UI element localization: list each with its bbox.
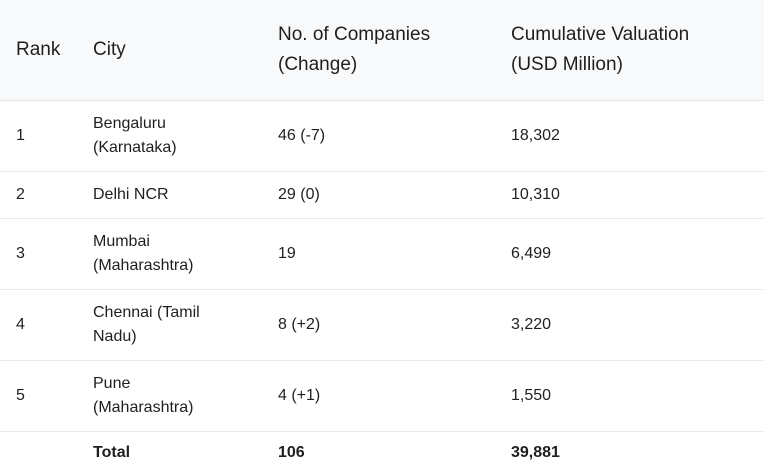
cell-city: Chennai (Tamil Nadu) <box>76 289 261 361</box>
cell-valuation: 3,220 <box>494 289 764 361</box>
table-body: 1 Bengaluru (Karnataka) 46 (-7) 18,302 2… <box>0 100 764 474</box>
header-valuation: Cumulative Valuation (USD Million) <box>494 0 764 101</box>
table-row: 4 Chennai (Tamil Nadu) 8 (+2) 3,220 <box>0 289 764 361</box>
cell-city-line1: Delhi NCR <box>93 185 169 203</box>
cell-rank: 2 <box>0 171 76 219</box>
cell-valuation: 18,302 <box>494 100 764 172</box>
header-companies-line2: (Change) <box>278 53 358 75</box>
cell-city: Bengaluru (Karnataka) <box>76 100 261 172</box>
cell-valuation: 10,310 <box>494 171 764 219</box>
header-companies-line1: No. of Companies <box>278 23 431 45</box>
total-label: Total <box>93 443 131 461</box>
table-row: 1 Bengaluru (Karnataka) 46 (-7) 18,302 <box>0 100 764 172</box>
total-companies: 106 <box>278 443 305 461</box>
header-valuation-line2: (USD Million) <box>511 53 623 75</box>
cell-companies: 8 (+2) <box>261 289 494 361</box>
cell-rank: 5 <box>0 360 76 432</box>
header-row: Rank City No. of Companies (Change) Cumu… <box>0 0 764 101</box>
header-rank: Rank <box>0 0 76 101</box>
cell-rank: 3 <box>0 218 76 290</box>
total-row: Total 106 39,881 <box>0 431 764 474</box>
table-row: 3 Mumbai (Maharashtra) 19 6,499 <box>0 218 764 290</box>
total-valuation: 39,881 <box>511 443 560 461</box>
cell-city-line2: (Karnataka) <box>93 138 177 156</box>
table-row: 5 Pune (Maharashtra) 4 (+1) 1,550 <box>0 360 764 432</box>
cell-rank: 4 <box>0 289 76 361</box>
cell-city-line2: Nadu) <box>93 327 137 345</box>
cell-valuation: 6,499 <box>494 218 764 290</box>
cell-city-line2: (Maharashtra) <box>93 256 194 274</box>
cell-valuation: 1,550 <box>494 360 764 432</box>
cell-rank: 1 <box>0 100 76 172</box>
table-header: Rank City No. of Companies (Change) Cumu… <box>0 0 764 101</box>
cell-city: Mumbai (Maharashtra) <box>76 218 261 290</box>
cell-city-line2: (Maharashtra) <box>93 398 194 416</box>
header-companies: No. of Companies (Change) <box>261 0 494 101</box>
cell-city: Pune (Maharashtra) <box>76 360 261 432</box>
cell-city-line1: Pune <box>93 374 131 392</box>
cell-city-line1: Bengaluru <box>93 114 166 132</box>
cell-city: Delhi NCR <box>76 171 261 219</box>
header-valuation-line1: Cumulative Valuation <box>511 23 690 45</box>
cell-companies: 19 <box>261 218 494 290</box>
cell-companies: 4 (+1) <box>261 360 494 432</box>
cell-companies: 29 (0) <box>261 171 494 219</box>
total-rank-cell <box>0 431 76 474</box>
cell-city-line1: Chennai (Tamil <box>93 303 200 321</box>
header-city: City <box>76 0 261 101</box>
cell-city-line1: Mumbai <box>93 232 150 250</box>
cell-companies: 46 (-7) <box>261 100 494 172</box>
table-row: 2 Delhi NCR 29 (0) 10,310 <box>0 171 764 219</box>
